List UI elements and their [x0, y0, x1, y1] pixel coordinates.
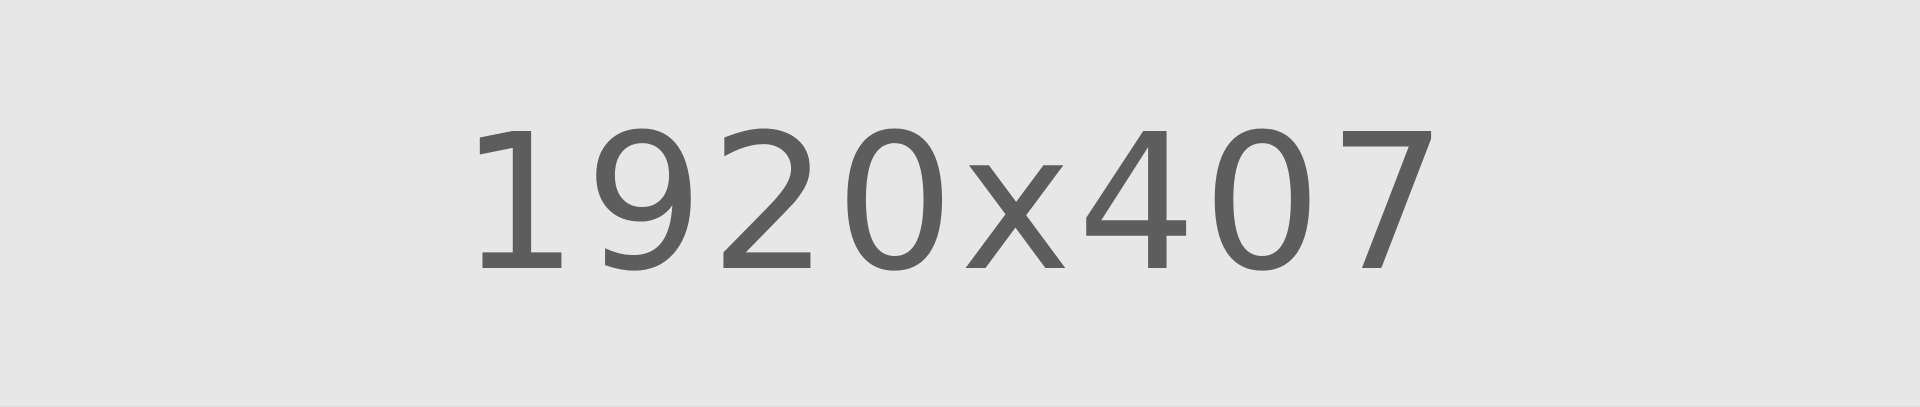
dimension-label: 1920x407	[459, 93, 1453, 313]
placeholder-image: 1920x407	[0, 93, 1920, 407]
